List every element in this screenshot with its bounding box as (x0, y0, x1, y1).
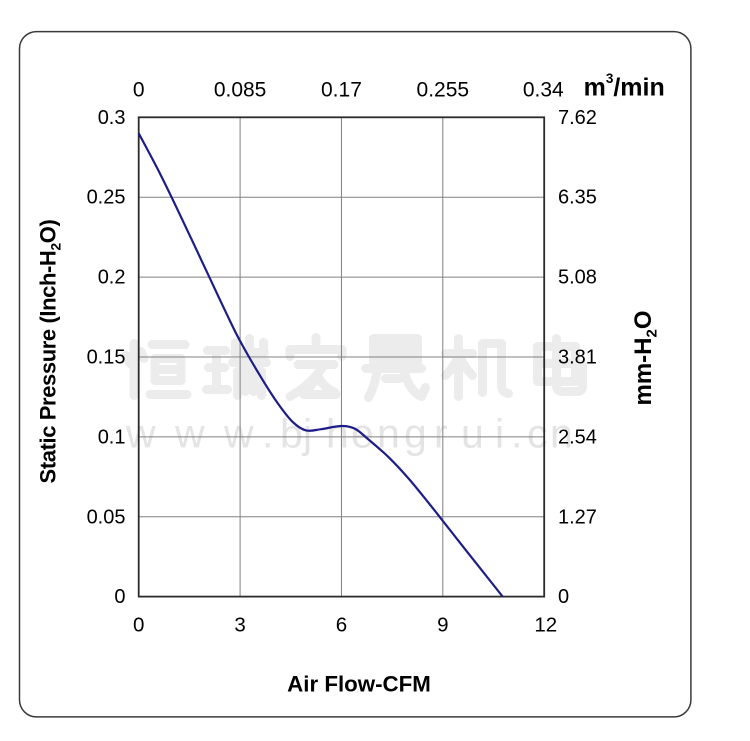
svg-text:0.255: 0.255 (417, 79, 470, 102)
svg-text:Air Flow-CFM: Air Flow-CFM (287, 671, 431, 696)
svg-text:3.81: 3.81 (558, 347, 597, 369)
svg-text:0.085: 0.085 (214, 79, 267, 102)
svg-text:0.25: 0.25 (87, 187, 126, 209)
svg-text:0.34: 0.34 (523, 79, 564, 102)
svg-text:0.17: 0.17 (321, 79, 362, 102)
svg-text:0: 0 (114, 586, 125, 608)
svg-text:mm-H2O: mm-H2O (630, 310, 661, 405)
svg-text:9: 9 (437, 613, 448, 636)
svg-text:0: 0 (133, 79, 145, 102)
svg-text:3: 3 (234, 613, 245, 636)
svg-text:5.08: 5.08 (558, 267, 597, 289)
svg-text:6.35: 6.35 (558, 187, 597, 209)
svg-text:0: 0 (133, 613, 144, 636)
svg-text:1.27: 1.27 (558, 506, 597, 528)
svg-text:2.54: 2.54 (558, 426, 597, 448)
svg-text:0.15: 0.15 (87, 347, 126, 369)
svg-text:0.2: 0.2 (98, 267, 126, 289)
svg-text:0.05: 0.05 (87, 506, 126, 528)
svg-text:6: 6 (336, 613, 347, 636)
svg-text:0: 0 (558, 586, 569, 608)
svg-text:m3/min: m3/min (584, 71, 665, 101)
svg-text:0.3: 0.3 (98, 107, 126, 129)
svg-text:Static Pressure (Inch-H2O): Static Pressure (Inch-H2O) (36, 219, 64, 483)
svg-text:12: 12 (534, 613, 557, 636)
svg-text:0.1: 0.1 (98, 426, 126, 448)
svg-text:7.62: 7.62 (558, 107, 597, 129)
